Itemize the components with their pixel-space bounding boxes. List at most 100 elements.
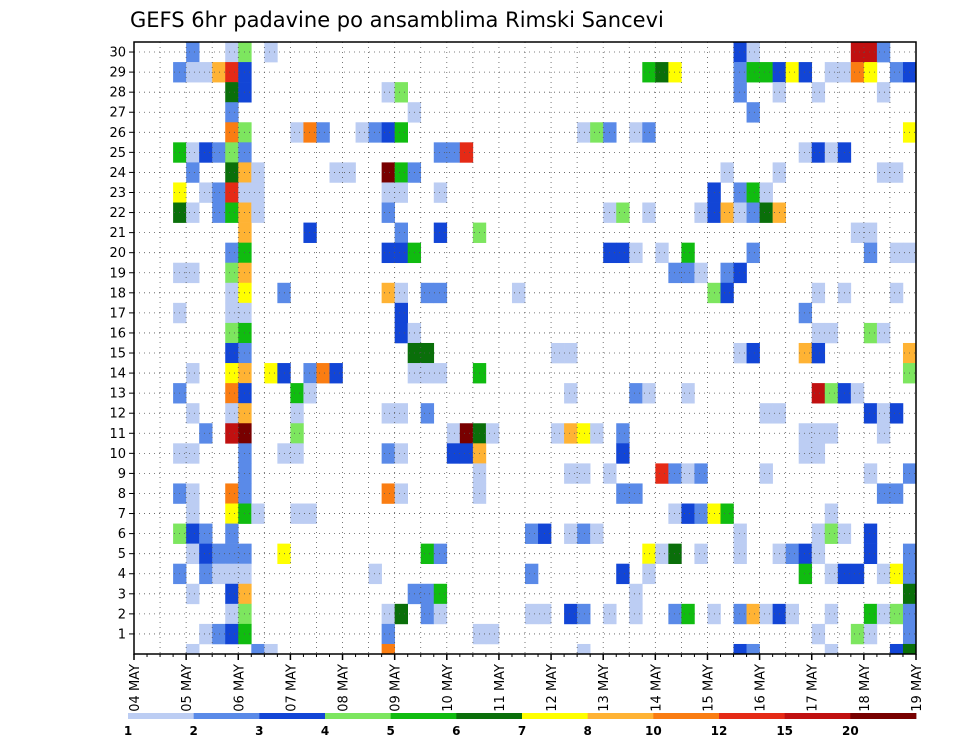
heatmap-cell bbox=[655, 242, 669, 264]
heatmap-cell bbox=[186, 543, 200, 565]
x-tick-label: 16 MAY bbox=[754, 664, 769, 712]
legend-label: 3 bbox=[255, 724, 263, 738]
legend-label: 6 bbox=[452, 724, 460, 738]
heatmap-cell bbox=[394, 222, 408, 243]
heatmap-cell bbox=[394, 603, 408, 625]
heatmap-cell bbox=[316, 122, 330, 143]
legend-swatch bbox=[653, 713, 720, 719]
heatmap-cell bbox=[655, 62, 669, 83]
legend-swatch bbox=[128, 713, 195, 719]
heatmap-cell bbox=[251, 503, 265, 524]
heatmap-cell bbox=[655, 543, 669, 565]
heatmap-cell bbox=[733, 643, 747, 655]
heatmap-cell bbox=[785, 603, 799, 625]
y-tick-label: 12 bbox=[109, 407, 126, 422]
heatmap-cell bbox=[681, 242, 695, 264]
heatmap-cell bbox=[264, 42, 278, 63]
heatmap-cell bbox=[889, 403, 904, 424]
x-axis: 04 MAY 05 MAY 06 MAY 07 MAY 08 MAY 09 MAY 10 M… bbox=[128, 654, 925, 712]
heatmap-cell bbox=[551, 423, 565, 444]
heatmap-cell bbox=[733, 262, 747, 284]
heatmap-cell bbox=[381, 443, 395, 464]
heatmap-cell bbox=[629, 242, 643, 264]
heatmap-cell bbox=[746, 342, 760, 364]
heatmap-cell bbox=[225, 523, 239, 544]
heatmap-cell bbox=[629, 583, 643, 605]
y-tick-label: 24 bbox=[109, 166, 126, 181]
heatmap-cell bbox=[785, 62, 799, 83]
heatmap-cell bbox=[394, 182, 408, 203]
legend-swatch bbox=[259, 713, 326, 719]
heatmap-cell bbox=[681, 463, 695, 484]
heatmap-cell bbox=[394, 82, 408, 103]
x-tick-label: 15 MAY bbox=[701, 664, 716, 712]
y-tick-label: 27 bbox=[109, 106, 126, 121]
legend-swatch bbox=[325, 713, 392, 719]
heatmap-cell bbox=[290, 403, 304, 424]
heatmap-cell bbox=[629, 603, 643, 625]
y-tick-label: 8 bbox=[118, 487, 126, 502]
heatmap-cell bbox=[381, 242, 395, 264]
heatmap-cell bbox=[876, 423, 891, 444]
heatmap-cell bbox=[225, 262, 239, 284]
heatmap-cell bbox=[590, 423, 604, 444]
legend-swatch bbox=[456, 713, 523, 719]
x-tick-label: 13 MAY bbox=[597, 664, 612, 712]
heatmap-cell bbox=[564, 603, 578, 625]
heatmap-cell bbox=[642, 122, 656, 143]
legend-label: 1 bbox=[124, 724, 132, 738]
heatmap-cell bbox=[303, 383, 317, 404]
heatmap-cell bbox=[420, 543, 435, 565]
y-axis: 1234567891011121314151617181920212223242… bbox=[109, 46, 134, 642]
heatmap-cell bbox=[681, 383, 695, 404]
heatmap-cell bbox=[525, 523, 539, 544]
heatmap-cell bbox=[681, 262, 695, 284]
heatmap-cell bbox=[681, 603, 695, 625]
heatmap-cell bbox=[225, 242, 239, 264]
heatmap-cell bbox=[889, 643, 904, 655]
y-tick-label: 29 bbox=[109, 66, 126, 81]
heatmap-cell bbox=[668, 503, 682, 524]
heatmap-cell bbox=[850, 383, 865, 404]
heatmap-cell bbox=[551, 342, 565, 364]
heatmap-cell bbox=[577, 463, 591, 484]
heatmap-cell bbox=[798, 423, 813, 444]
heatmap-cell bbox=[381, 162, 395, 183]
heatmap-cell bbox=[642, 563, 656, 585]
heatmap-cell bbox=[616, 423, 630, 444]
heatmap-cell bbox=[824, 563, 839, 585]
heatmap-cell bbox=[212, 62, 226, 83]
heatmap-cell bbox=[733, 523, 747, 544]
heatmap-cell bbox=[577, 523, 591, 544]
heatmap-cell bbox=[824, 503, 839, 524]
heatmap-cell bbox=[798, 302, 813, 324]
heatmap-cell bbox=[863, 603, 878, 625]
heatmap-cell bbox=[225, 182, 239, 203]
heatmap-cell bbox=[616, 483, 630, 504]
heatmap-cell bbox=[225, 563, 239, 585]
y-tick-label: 21 bbox=[109, 226, 126, 241]
heatmap-cell bbox=[186, 142, 200, 163]
heatmap-cell bbox=[798, 142, 813, 163]
heatmap-cell bbox=[303, 363, 317, 384]
x-tick-label: 05 MAY bbox=[180, 664, 195, 712]
heatmap-cell bbox=[889, 563, 904, 585]
heatmap-cell bbox=[824, 643, 839, 655]
heatmap-cell bbox=[577, 643, 591, 655]
heatmap-cell bbox=[811, 543, 826, 565]
heatmap-cell bbox=[186, 162, 200, 183]
heatmap-cell bbox=[876, 42, 891, 63]
heatmap-cell bbox=[420, 583, 435, 605]
x-tick-label: 17 MAY bbox=[806, 664, 821, 712]
heatmap-cell bbox=[199, 62, 213, 83]
heatmap-cell bbox=[733, 42, 747, 63]
y-tick-label: 14 bbox=[109, 367, 126, 382]
legend-swatch bbox=[193, 713, 260, 719]
legend-label: 12 bbox=[711, 724, 728, 738]
heatmap-cell bbox=[381, 403, 395, 424]
heatmap-cell bbox=[511, 282, 526, 304]
heatmap-cell bbox=[225, 102, 239, 123]
heatmap-cell bbox=[850, 222, 865, 243]
heatmap-cell bbox=[876, 322, 891, 344]
heatmap-cell bbox=[642, 383, 656, 404]
